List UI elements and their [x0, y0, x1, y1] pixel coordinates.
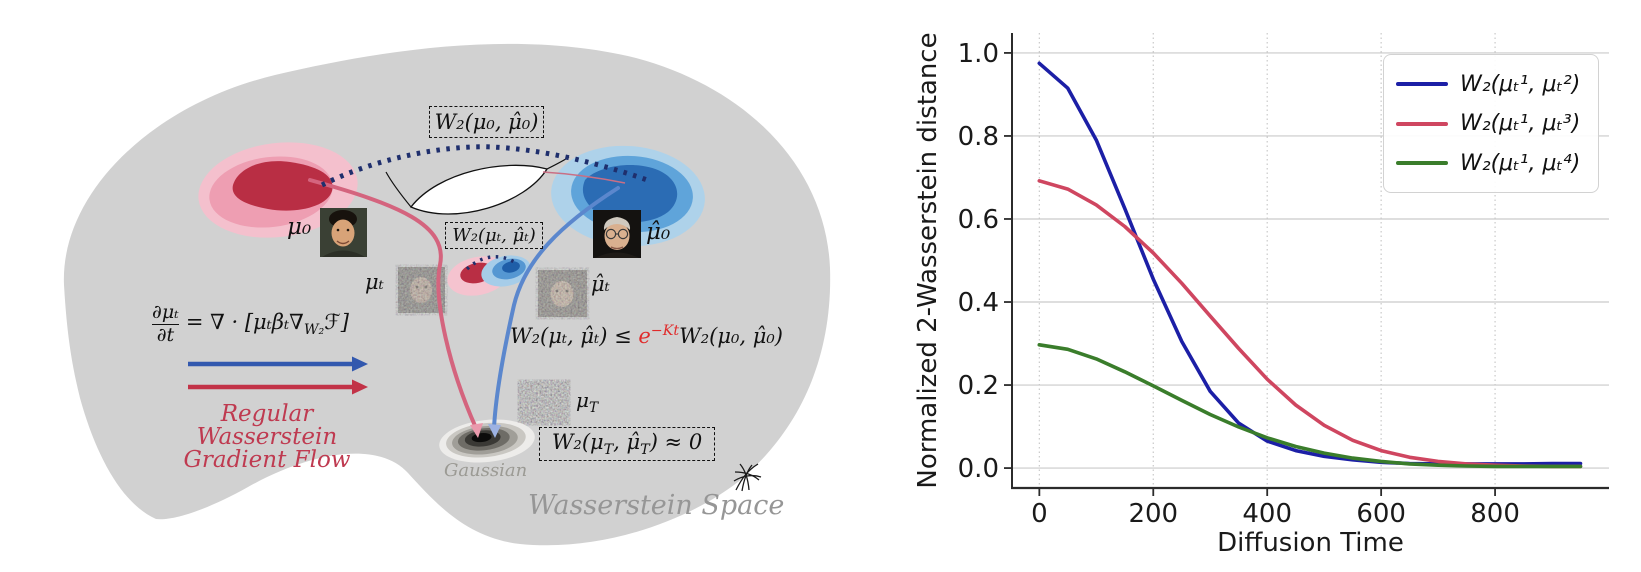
x-tick-label: 0: [1031, 499, 1048, 529]
regular-wasserstein-flow-caption: Regular Wasserstein Gradient Flow: [183, 401, 351, 473]
muhat0-distribution-blob: [551, 145, 705, 247]
red-flow-arrow: [188, 379, 368, 395]
wasserstein-space-label: Wasserstein Space: [528, 490, 785, 521]
w2-mu0-distance-label: W₂(μ₀, μ̂₀): [434, 110, 539, 134]
gaussian-label: Gaussian: [444, 460, 528, 481]
dotted-geodesic-small: [465, 255, 517, 271]
w2-muT-approx-zero-label: W₂(μT, μ̂T) ≈ 0: [551, 429, 703, 459]
pde-rhs: = ∇ · [μₜβₜ∇W₂ℱ]: [185, 310, 349, 339]
blue-flow-arrowhead: [488, 424, 501, 438]
legend-entry-3: W₂(μₜ¹, μₜ⁴): [1396, 151, 1586, 176]
mu0-face-photo: [320, 208, 367, 257]
muhatt-label: μ̂ₜ: [591, 272, 610, 296]
mu0-distribution-blob: [198, 142, 358, 238]
thin-rose-geodesic-tail: [542, 171, 626, 184]
y-tick-label: 0.8: [958, 122, 999, 152]
mut-label: μₜ: [365, 270, 384, 294]
red-flow-arrowhead: [470, 423, 483, 438]
gaussian-contour-blob: [439, 419, 535, 463]
w2-mut-distance-label: W₂(μₜ, μ̂ₜ): [452, 225, 536, 246]
y-axis-label: Normalized 2-Wasserstein distance: [913, 32, 943, 488]
series-curve-3: [1037, 343, 1583, 469]
muT-label: μT: [576, 388, 599, 416]
blue-gradient-flow-curve: [492, 186, 620, 430]
wasserstein-gradient-flow-equation: ∂μₜ ∂t = ∇ · [μₜβₜ∇W₂ℱ]: [152, 301, 349, 346]
w2-mu0-distance-box: W₂(μ₀, μ̂₀): [429, 106, 544, 138]
red-gradient-flow-curve: [308, 178, 478, 430]
legend-entry-1: W₂(μₜ¹, μₜ²): [1396, 72, 1586, 97]
blue-flow-arrow: [188, 356, 368, 372]
x-axis-label: Diffusion Time: [1217, 528, 1404, 558]
legend-label-1: W₂(μₜ¹, μₜ²): [1460, 71, 1581, 97]
wasserstein-distance-chart: 0 200 400 600 800 1.0 0.8 0.6 0.4 0.2 0.0 Diffusion…: [913, 32, 1609, 558]
mu0-label: μ₀: [287, 214, 312, 240]
pde-fraction: ∂μₜ ∂t: [152, 301, 179, 346]
legend-label-2: W₂(μₜ¹, μₜ³): [1460, 111, 1581, 136]
legend-entry-2: W₂(μₜ¹, μₜ³): [1396, 111, 1586, 136]
x-tick-label: 600: [1356, 499, 1406, 529]
legend-line-sample-blue: [1396, 82, 1448, 86]
x-tick-label: 800: [1470, 499, 1520, 529]
wasserstein-space-diagram: [63, 43, 831, 546]
manifold-lens-shape: [385, 156, 570, 215]
legend-line-sample-red: [1396, 121, 1448, 126]
muT-noise-photo: [520, 382, 568, 423]
y-tick-label: 0.0: [958, 454, 999, 484]
x-tick-label: 200: [1128, 499, 1178, 529]
y-tick-label: 0.2: [958, 371, 999, 401]
x-tick-label: 400: [1242, 499, 1292, 529]
y-tick-label: 1.0: [958, 39, 999, 69]
hatch-doodle-icon: [733, 463, 762, 492]
legend-label-3: W₂(μₜ¹, μₜ⁴): [1460, 150, 1581, 176]
contraction-inequality: W₂(μₜ, μ̂ₜ) ≤ e−KtW₂(μ₀, μ̂₀): [510, 323, 783, 348]
w2-mut-distance-box: W₂(μₜ, μ̂ₜ): [445, 222, 543, 249]
y-tick-label: 0.4: [958, 288, 999, 318]
chart-legend: W₂(μₜ¹, μₜ²) W₂(μₜ¹, μₜ³) W₂(μₜ¹, μₜ⁴): [1383, 54, 1599, 193]
exp-decay-term: e−Kt: [638, 323, 680, 348]
mut-small-blobs: [447, 255, 531, 296]
series-curve-2: [1037, 179, 1583, 469]
muhatt-noisy-face-photo: [538, 270, 587, 317]
muhat0-face-photo: [593, 210, 641, 258]
legend-line-sample-green: [1396, 161, 1448, 165]
y-tick-label: 0.6: [958, 205, 999, 235]
muhat0-label: μ̂₀: [646, 219, 671, 245]
w2-muT-approx-zero-box: W₂(μT, μ̂T) ≈ 0: [539, 427, 715, 461]
